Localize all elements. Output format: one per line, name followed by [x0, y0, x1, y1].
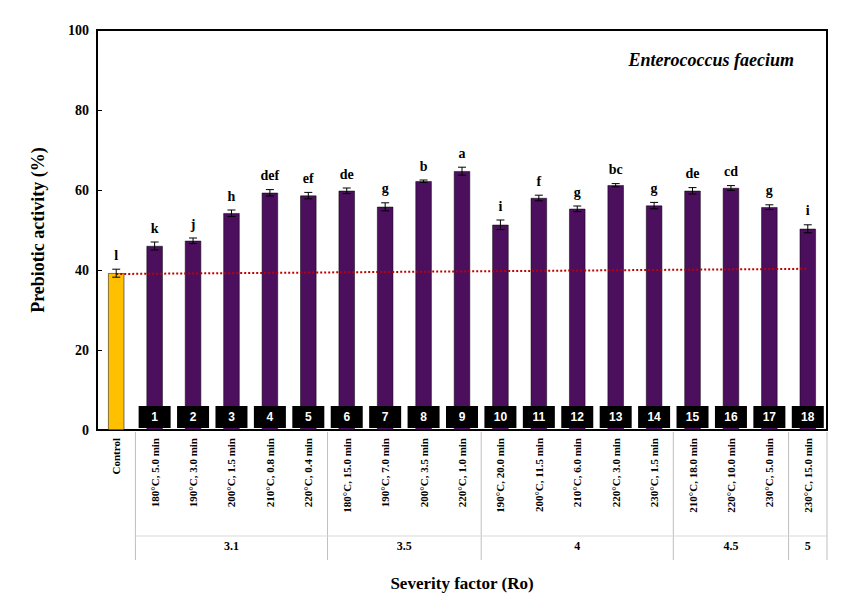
svg-text:17: 17	[763, 410, 777, 424]
svg-text:180°C, 15.0 min: 180°C, 15.0 min	[341, 438, 353, 513]
svg-text:10: 10	[494, 410, 508, 424]
svg-text:3.1: 3.1	[224, 539, 239, 553]
svg-text:1: 1	[151, 410, 158, 424]
svg-text:4: 4	[267, 410, 274, 424]
svg-text:Control: Control	[110, 438, 122, 474]
svg-text:4: 4	[574, 539, 580, 553]
svg-text:190°C, 3.0 min: 190°C, 3.0 min	[187, 438, 199, 507]
svg-text:40: 40	[75, 263, 89, 278]
svg-text:190°C, 7.0 min: 190°C, 7.0 min	[379, 438, 391, 507]
svg-text:l: l	[114, 248, 118, 263]
svg-text:f: f	[537, 174, 542, 189]
svg-text:210°C, 6.0 min: 210°C, 6.0 min	[571, 438, 583, 507]
svg-text:i: i	[498, 199, 502, 214]
svg-text:j: j	[190, 217, 196, 232]
svg-text:6: 6	[343, 410, 350, 424]
svg-text:16: 16	[724, 410, 738, 424]
svg-text:220°C, 0.4 min: 220°C, 0.4 min	[302, 438, 314, 507]
svg-text:g: g	[574, 185, 581, 200]
svg-text:8: 8	[420, 410, 427, 424]
svg-text:ef: ef	[303, 171, 314, 186]
svg-text:220°C, 1.0 min: 220°C, 1.0 min	[456, 438, 468, 507]
svg-text:210°C, 0.8 min: 210°C, 0.8 min	[264, 438, 276, 507]
svg-text:20: 20	[75, 343, 89, 358]
svg-text:def: def	[261, 168, 280, 183]
svg-text:15: 15	[686, 410, 700, 424]
svg-text:200°C, 1.5 min: 200°C, 1.5 min	[225, 438, 237, 507]
svg-text:230°C, 5.0 min: 230°C, 5.0 min	[763, 438, 775, 507]
svg-text:9: 9	[459, 410, 466, 424]
svg-text:11: 11	[532, 410, 545, 424]
svg-text:14: 14	[647, 410, 661, 424]
svg-text:k: k	[151, 221, 159, 236]
svg-text:Enterococcus faecium: Enterococcus faecium	[628, 50, 794, 70]
svg-text:220°C, 3.0 min: 220°C, 3.0 min	[610, 438, 622, 507]
svg-text:60: 60	[75, 183, 89, 198]
svg-text:Severity factor (Ro): Severity factor (Ro)	[390, 574, 533, 593]
svg-text:cd: cd	[724, 164, 738, 179]
svg-text:i: i	[806, 203, 810, 218]
svg-text:de: de	[686, 166, 700, 181]
svg-text:bc: bc	[609, 162, 623, 177]
svg-text:190°C, 20.0 min: 190°C, 20.0 min	[494, 438, 506, 513]
svg-text:80: 80	[75, 103, 89, 118]
svg-text:13: 13	[609, 410, 623, 424]
svg-text:220°C, 10.0 min: 220°C, 10.0 min	[725, 438, 737, 513]
svg-text:3: 3	[228, 410, 235, 424]
svg-text:7: 7	[382, 410, 389, 424]
svg-text:g: g	[766, 183, 773, 198]
svg-text:g: g	[651, 181, 658, 196]
svg-text:3.5: 3.5	[397, 539, 412, 553]
svg-text:230°C, 15.0 min: 230°C, 15.0 min	[802, 438, 814, 513]
svg-text:12: 12	[571, 410, 585, 424]
svg-text:g: g	[382, 181, 389, 196]
svg-text:100: 100	[68, 23, 89, 38]
svg-text:h: h	[228, 189, 236, 204]
svg-text:4.5: 4.5	[723, 539, 738, 553]
svg-text:18: 18	[801, 410, 815, 424]
svg-text:230°C, 1.5 min: 230°C, 1.5 min	[648, 438, 660, 507]
svg-text:b: b	[420, 159, 428, 174]
svg-text:2: 2	[190, 410, 197, 424]
svg-text:a: a	[459, 146, 466, 161]
svg-text:210°C, 18.0 min: 210°C, 18.0 min	[687, 438, 699, 513]
svg-text:de: de	[340, 167, 354, 182]
svg-text:5: 5	[305, 410, 312, 424]
svg-text:180°C, 5.0 min: 180°C, 5.0 min	[149, 438, 161, 507]
svg-text:200°C, 3.5 min: 200°C, 3.5 min	[418, 438, 430, 507]
svg-text:5: 5	[805, 539, 811, 553]
svg-text:Prebiotic activity (%): Prebiotic activity (%)	[28, 147, 49, 313]
svg-text:0: 0	[82, 423, 89, 438]
svg-text:200°C, 11.5 min: 200°C, 11.5 min	[533, 438, 545, 512]
